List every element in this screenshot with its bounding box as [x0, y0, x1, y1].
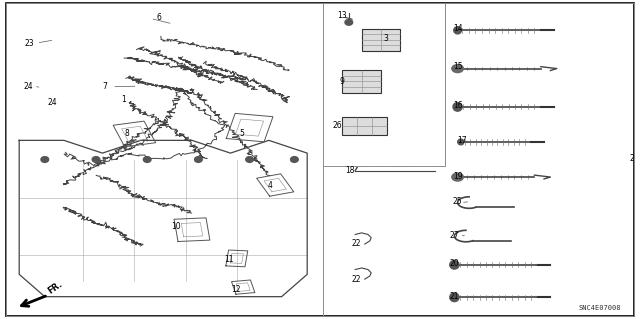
- Text: 7: 7: [102, 82, 107, 91]
- Bar: [323, 3, 634, 316]
- Text: 27: 27: [449, 231, 460, 240]
- Text: 20: 20: [449, 259, 460, 268]
- Ellipse shape: [450, 260, 459, 269]
- Ellipse shape: [452, 64, 463, 73]
- Ellipse shape: [345, 19, 353, 25]
- Text: 22: 22: [351, 275, 360, 284]
- Ellipse shape: [41, 157, 49, 162]
- Text: SNC4E07008: SNC4E07008: [579, 305, 621, 311]
- Text: 22: 22: [351, 239, 360, 248]
- Text: 23: 23: [24, 39, 35, 48]
- Text: 19: 19: [453, 172, 463, 181]
- Text: 10: 10: [171, 222, 181, 231]
- Text: 18: 18: [346, 166, 355, 174]
- Ellipse shape: [143, 157, 151, 162]
- Bar: [6, 3, 323, 316]
- Ellipse shape: [246, 157, 253, 162]
- Ellipse shape: [453, 103, 462, 111]
- Ellipse shape: [452, 173, 463, 181]
- Text: 14: 14: [453, 24, 463, 33]
- Text: 9: 9: [340, 77, 345, 86]
- Text: 15: 15: [453, 63, 463, 71]
- Text: 17: 17: [457, 137, 467, 145]
- Text: 25: 25: [452, 197, 463, 206]
- Text: 24: 24: [24, 82, 34, 91]
- Bar: [323, 3, 445, 166]
- Ellipse shape: [450, 293, 459, 302]
- Text: 11: 11: [224, 256, 233, 264]
- Text: 3: 3: [383, 34, 388, 43]
- Text: 13: 13: [337, 11, 348, 20]
- Ellipse shape: [291, 157, 298, 162]
- Text: 1: 1: [121, 95, 126, 104]
- Ellipse shape: [454, 27, 461, 34]
- Text: 8: 8: [124, 129, 129, 137]
- Ellipse shape: [195, 157, 202, 162]
- Bar: [342, 117, 387, 135]
- Text: 2: 2: [630, 154, 635, 163]
- Text: FR.: FR.: [46, 280, 64, 296]
- Bar: [342, 70, 381, 93]
- Text: 24: 24: [47, 98, 58, 107]
- Ellipse shape: [92, 157, 100, 162]
- Text: 26: 26: [332, 121, 342, 130]
- Text: 6: 6: [156, 13, 161, 22]
- Text: 16: 16: [453, 101, 463, 110]
- Text: 12: 12: [231, 285, 240, 294]
- Bar: [362, 29, 400, 51]
- Text: 21: 21: [450, 292, 459, 301]
- Ellipse shape: [458, 139, 464, 145]
- Text: 5: 5: [239, 129, 244, 138]
- Text: 4: 4: [268, 181, 273, 189]
